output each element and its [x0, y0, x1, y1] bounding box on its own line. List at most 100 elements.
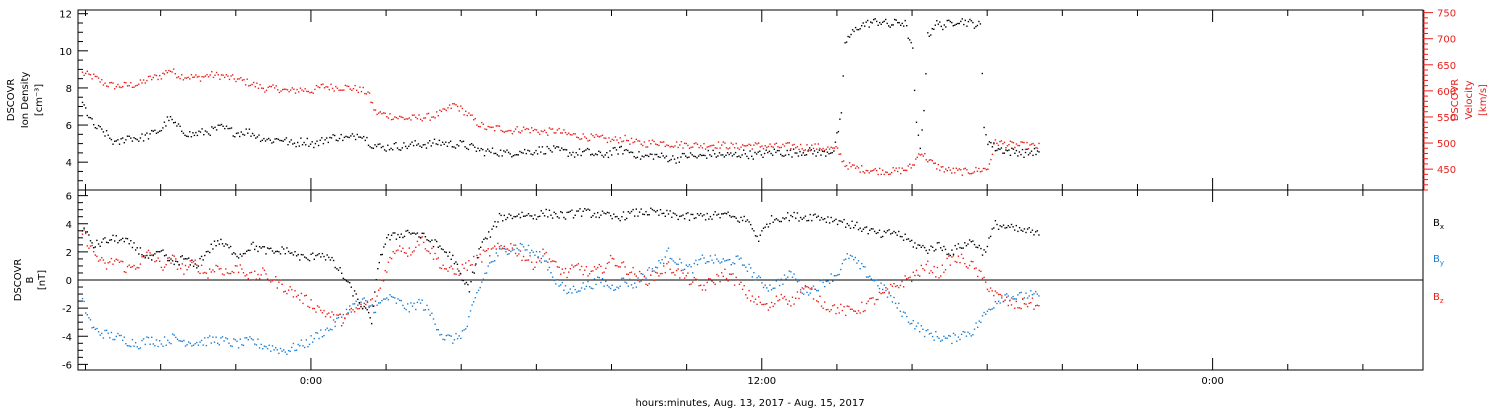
velocity-point [877, 173, 879, 176]
by-point [86, 314, 88, 316]
bx-point [566, 211, 568, 214]
by-point [360, 301, 362, 303]
velocity-point [895, 167, 897, 169]
bz-point [163, 266, 166, 268]
bx-point [126, 238, 129, 240]
bz-point [827, 308, 829, 311]
density-point [656, 153, 658, 156]
density-point [520, 151, 523, 154]
by-point [927, 329, 929, 331]
density-point [193, 134, 196, 137]
velocity-point [973, 171, 976, 173]
bx-point [579, 208, 581, 210]
bz-point [791, 296, 794, 298]
velocity-point [83, 74, 85, 76]
density-point [364, 139, 366, 142]
density-point [862, 22, 864, 24]
bx-point [915, 247, 918, 249]
velocity-point [859, 171, 861, 173]
velocity-point [241, 79, 244, 81]
velocity-point [847, 168, 849, 170]
bx-point [459, 272, 462, 275]
density-point [572, 151, 574, 154]
velocity-point [603, 137, 605, 139]
bz-point [883, 291, 885, 294]
bz-point [648, 282, 650, 285]
velocity-point [540, 130, 542, 132]
bz-point [664, 271, 666, 274]
density-point [1029, 152, 1031, 154]
density-point [796, 152, 798, 154]
by-point [371, 304, 373, 306]
bx-point [434, 239, 436, 241]
velocity-point [500, 129, 502, 132]
bx-point [656, 209, 658, 212]
velocity-point [839, 153, 842, 155]
bx-point [944, 248, 947, 251]
density-point [578, 148, 581, 150]
bz-point [622, 261, 625, 263]
velocity-point [711, 144, 713, 147]
bz-point [223, 274, 225, 276]
density-point [840, 112, 843, 114]
bz-point [366, 301, 369, 304]
bz-point [294, 290, 296, 292]
bx-point [762, 227, 765, 229]
density-point [659, 156, 661, 158]
velocity-point [741, 144, 744, 146]
velocity-tick-label: 600 [1437, 87, 1456, 98]
velocity-point [131, 86, 134, 88]
velocity-point [864, 172, 866, 174]
bx-point [869, 229, 871, 231]
bz-point [477, 256, 480, 259]
density-point [166, 116, 169, 118]
bx-point [378, 261, 380, 264]
by-point [1001, 297, 1003, 299]
bx-point [445, 251, 447, 254]
density-point [165, 125, 167, 127]
density-point [778, 149, 780, 152]
by-point [458, 335, 460, 337]
bz-point [291, 288, 293, 291]
density-point [585, 149, 587, 151]
velocity-point [645, 146, 647, 148]
density-point [215, 129, 218, 131]
by-point [407, 303, 409, 305]
bz-point [609, 254, 612, 257]
bz-point [556, 266, 559, 268]
density-point [187, 135, 189, 138]
density-point [117, 139, 119, 141]
bz-point [960, 253, 963, 256]
by-point [183, 339, 185, 342]
bx-point [316, 254, 319, 256]
bx-point [746, 219, 749, 221]
bz-point [519, 250, 522, 252]
bx-point [630, 210, 633, 213]
density-point [398, 149, 400, 151]
bz-point [981, 277, 984, 280]
by-point [345, 308, 348, 311]
velocity-point [165, 70, 167, 72]
density-point [680, 156, 682, 158]
by-point [819, 280, 821, 282]
bx-series [81, 207, 1040, 325]
density-point [561, 147, 563, 149]
density-point [217, 124, 219, 126]
bz-point [86, 245, 88, 247]
density-point [1030, 150, 1033, 152]
by-point [312, 341, 314, 343]
by-point [341, 316, 343, 318]
by-point [719, 262, 721, 264]
bz-point [1030, 301, 1032, 304]
density-point [512, 155, 515, 157]
bz-point [283, 291, 285, 293]
by-point [126, 345, 129, 347]
bz-point [1020, 307, 1022, 310]
velocity-point [203, 76, 205, 78]
velocity-point [871, 170, 873, 172]
velocity-point [277, 89, 279, 91]
velocity-point [89, 74, 92, 76]
bx-point [194, 263, 196, 265]
by-point [411, 305, 414, 307]
bz-point [231, 270, 233, 273]
